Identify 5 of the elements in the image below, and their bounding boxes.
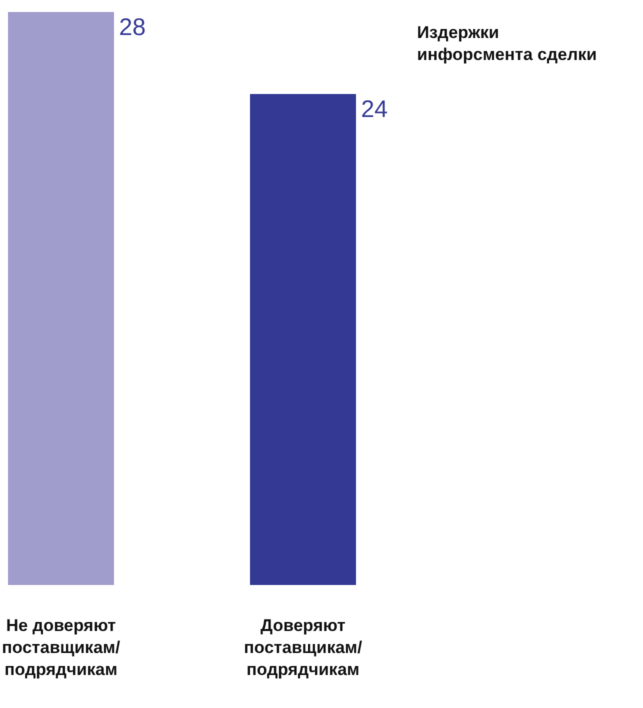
x-tick-label: Доверяют поставщикам/ подрядчикам [244, 616, 362, 680]
x-tick-label: Не доверяют поставщикам/ подрядчикам [2, 616, 120, 680]
data-label: 24 [361, 96, 388, 123]
text: Издержки инфорсмента сделки [417, 23, 597, 64]
data-label: 28 [119, 14, 146, 41]
